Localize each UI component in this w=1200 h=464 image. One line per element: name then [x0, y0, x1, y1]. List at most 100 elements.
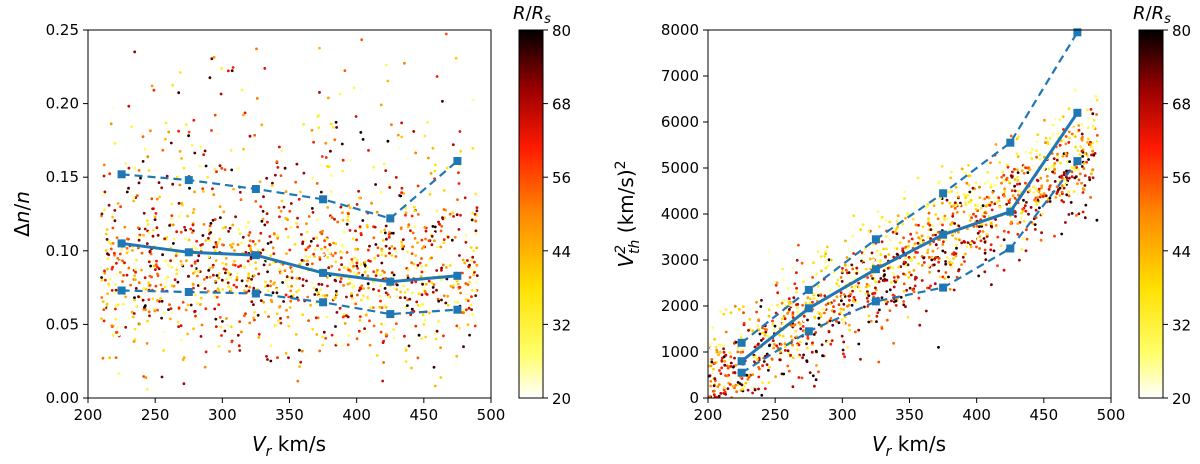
scatter-point [133, 274, 137, 278]
scatter-point [1022, 171, 1026, 175]
scatter-point [435, 210, 439, 213]
scatter-point [231, 223, 235, 227]
scatter-point [1051, 132, 1055, 136]
scatter-point [438, 222, 441, 226]
scatter-point [943, 277, 947, 280]
scatter-point [936, 217, 940, 221]
scatter-point [886, 266, 890, 270]
scatter-point [913, 255, 916, 259]
scatter-point [1007, 179, 1011, 183]
scatter-point [184, 308, 188, 312]
scatter-point [1064, 221, 1067, 224]
scatter-point [1046, 142, 1050, 146]
scatter-point [446, 303, 450, 307]
scatter-point [357, 271, 361, 275]
scatter-point [892, 255, 896, 259]
scatter-point [836, 278, 840, 282]
scatter-point [368, 306, 372, 310]
scatter-point [171, 182, 175, 186]
scatter-point [952, 257, 955, 260]
scatter-point [410, 214, 414, 218]
scatter-point [985, 201, 989, 205]
scatter-point [262, 195, 265, 199]
scatter-point [1010, 198, 1014, 202]
scatter-point [387, 233, 391, 236]
scatter-point [855, 272, 859, 275]
scatter-point [248, 239, 252, 243]
scatter-point [142, 375, 146, 378]
scatter-point [182, 356, 186, 359]
scatter-point [910, 258, 913, 261]
scatter-point [1044, 194, 1048, 198]
scatter-point [190, 264, 194, 268]
scatter-point [713, 328, 716, 331]
scatter-point [979, 206, 983, 210]
scatter-point [395, 288, 399, 291]
scatter-point [304, 202, 308, 206]
scatter-point [189, 303, 193, 307]
series-marker [871, 265, 880, 274]
scatter-point [1080, 132, 1084, 136]
scatter-point [272, 252, 276, 256]
scatter-point [928, 242, 932, 246]
scatter-point [147, 260, 151, 264]
scatter-point [268, 235, 272, 238]
scatter-point [953, 209, 957, 213]
scatter-point [969, 201, 973, 205]
scatter-point [269, 240, 273, 244]
scatter-point [400, 191, 403, 195]
scatter-point [282, 205, 286, 209]
scatter-point [437, 319, 440, 323]
scatter-point [885, 235, 888, 238]
scatter-point [861, 223, 865, 227]
scatter-point [271, 291, 275, 295]
scatter-point [164, 280, 168, 284]
scatter-point [403, 296, 407, 300]
scatter-point [400, 121, 403, 125]
scatter-point [406, 274, 410, 278]
scatter-point [894, 280, 897, 284]
scatter-point [839, 311, 842, 314]
scatter-point [470, 288, 474, 292]
scatter-point [1087, 158, 1090, 161]
scatter-point [1030, 157, 1034, 160]
scatter-point [1054, 196, 1058, 199]
scatter-point [175, 268, 179, 272]
scatter-point [420, 257, 423, 260]
series-marker [1006, 244, 1015, 253]
scatter-point [427, 156, 430, 160]
scatter-point [950, 170, 953, 174]
scatter-point [274, 324, 278, 328]
scatter-point [852, 214, 856, 218]
scatter-point [958, 238, 961, 242]
scatter-point [827, 329, 831, 333]
scatter-point [467, 265, 470, 268]
scatter-point [266, 270, 269, 274]
scatter-point [457, 171, 460, 175]
scatter-point [1015, 137, 1019, 141]
scatter-point [409, 324, 413, 327]
scatter-point [713, 377, 717, 380]
scatter-point [961, 255, 965, 259]
scatter-point [324, 295, 328, 299]
y-tick-label: 0 [689, 389, 699, 407]
scatter-point [412, 205, 416, 209]
scatter-point [921, 225, 925, 229]
scatter-point [180, 202, 184, 205]
scatter-point [410, 366, 413, 370]
scatter-point [442, 189, 446, 192]
scatter-point [711, 326, 715, 330]
scatter-point [127, 316, 131, 320]
scatter-point [181, 358, 185, 362]
scatter-point [406, 225, 410, 229]
scatter-point [451, 211, 455, 215]
scatter-point [177, 91, 181, 95]
scatter-point [1068, 160, 1071, 164]
scatter-point [133, 327, 137, 331]
scatter-point [1087, 116, 1091, 120]
scatter-point [912, 269, 916, 272]
scatter-point [949, 263, 952, 267]
scatter-point [199, 145, 203, 149]
scatter-point [786, 349, 790, 353]
scatter-point [212, 193, 216, 197]
